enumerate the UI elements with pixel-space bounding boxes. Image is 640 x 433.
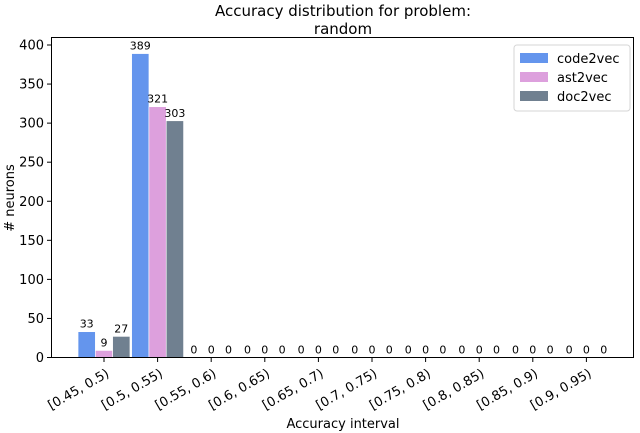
x-axis-label: Accuracy interval — [286, 417, 399, 432]
legend-label-doc2vec: doc2vec — [557, 90, 611, 105]
y-tick-label: 150 — [19, 234, 44, 249]
x-axis: [0.45, 0.5)[0.5, 0.55)[0.55, 0.6)[0.6, 0… — [46, 357, 594, 413]
y-axis: 0 50 100 150 200 250 300 350 400 — [19, 39, 52, 366]
bar-value-label: 0 — [583, 344, 590, 357]
bar-value-label: 0 — [405, 344, 412, 357]
bar-value-label: 0 — [476, 344, 483, 357]
bar-value-label: 0 — [261, 344, 268, 357]
y-axis-label: # neurons — [3, 164, 18, 232]
bar-value-label: 0 — [386, 344, 393, 357]
bar-value-label: 27 — [114, 322, 128, 335]
bar-value-label: 0 — [208, 344, 215, 357]
bar-value-label: 0 — [422, 344, 429, 357]
chart-title-line: Accuracy distribution for problem: — [215, 2, 471, 20]
chart-title: Accuracy distribution for problem:random — [215, 2, 471, 38]
bar-value-label: 0 — [369, 344, 376, 357]
chart-title-line: random — [314, 20, 372, 38]
bar-value-label: 0 — [566, 344, 573, 357]
bar-value-label: 0 — [315, 344, 322, 357]
bar-value-label: 303 — [164, 107, 185, 120]
y-tick-label: 300 — [19, 117, 44, 132]
x-tick-label: [0.9, 0.95) — [528, 366, 594, 413]
y-tick-label: 50 — [27, 312, 44, 327]
bars — [77, 53, 184, 358]
y-tick-label: 100 — [19, 273, 44, 288]
legend: code2vec ast2vec doc2vec — [513, 44, 631, 112]
bar-value-label: 0 — [298, 344, 305, 357]
bar-value-label: 0 — [244, 344, 251, 357]
bar-value-label: 33 — [80, 318, 94, 331]
legend-swatch-ast2vec — [520, 72, 548, 82]
bar-value-label: 0 — [493, 344, 500, 357]
bar-value-label: 0 — [529, 344, 536, 357]
y-tick-label: 400 — [19, 39, 44, 54]
bar-value-label: 0 — [439, 344, 446, 357]
bar-ast2vec — [95, 350, 113, 358]
plot-frame — [51, 37, 634, 358]
y-tick-label: 250 — [19, 156, 44, 171]
bar-ast2vec — [148, 106, 167, 358]
bar-doc2vec — [112, 336, 131, 358]
legend-label-ast2vec: ast2vec — [557, 71, 608, 86]
bar-value-label: 0 — [225, 344, 232, 357]
bar-value-label: 0 — [190, 344, 197, 357]
bar-value-label: 0 — [512, 344, 519, 357]
bar-code2vec — [77, 331, 96, 358]
y-tick-label: 350 — [19, 78, 44, 93]
legend-swatch-doc2vec — [520, 91, 548, 101]
bar-value-label: 321 — [147, 93, 168, 106]
bar-value-label: 9 — [101, 336, 108, 349]
bar-value-label: 0 — [279, 344, 286, 357]
bar-value-label: 0 — [600, 344, 607, 357]
y-tick-label: 200 — [19, 195, 44, 210]
bar-value-label: 0 — [351, 344, 358, 357]
legend-swatch-code2vec — [520, 53, 548, 63]
bar-value-label: 389 — [130, 40, 151, 53]
y-tick-label: 0 — [36, 351, 44, 366]
bar-value-label: 0 — [332, 344, 339, 357]
bar-value-label: 0 — [458, 344, 465, 357]
bar-doc2vec — [165, 120, 184, 358]
bar-value-label: 0 — [547, 344, 554, 357]
legend-label-code2vec: code2vec — [557, 52, 619, 67]
